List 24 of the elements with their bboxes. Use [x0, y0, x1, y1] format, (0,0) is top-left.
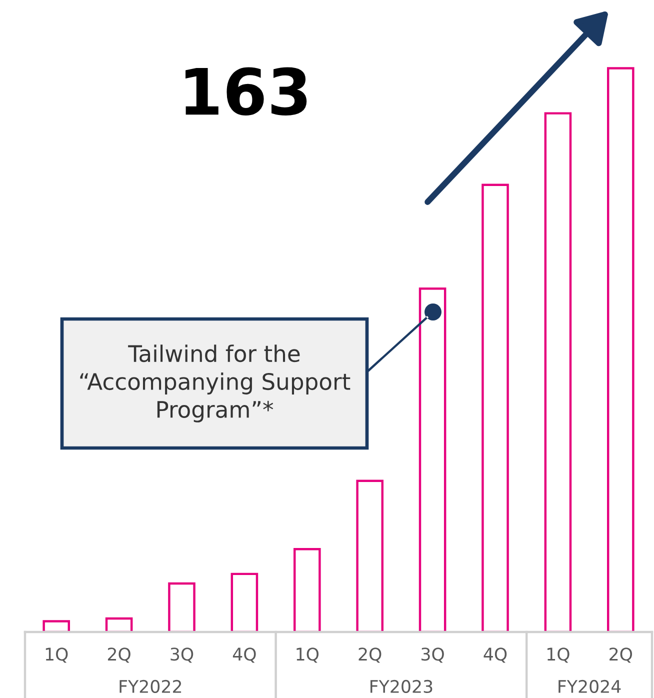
annotation: Tailwind for the “Accompanying Support Program”* [80, 344, 350, 422]
x-tick-label: 2Q [108, 648, 130, 663]
bar [607, 67, 634, 632]
x-tick-label: 4Q [232, 648, 256, 663]
x-tick-label: 3Q [422, 648, 444, 663]
bar [230, 572, 258, 632]
bar [42, 620, 70, 632]
text: FY2022 [120, 680, 182, 694]
x-tick-label: 4Q [484, 648, 507, 663]
bar [168, 582, 196, 632]
text: FY2024 [558, 680, 621, 694]
bar [356, 480, 384, 632]
text: FY2023 [370, 680, 432, 694]
bar [544, 112, 572, 632]
x-tick-label: 1Q [548, 648, 570, 663]
x-tick-label: 2Q [358, 648, 382, 663]
bar [482, 184, 509, 632]
x-tick-label: 1Q [296, 648, 319, 663]
x-tick-label: 2Q [610, 648, 632, 663]
x-tick-label: 1Q [46, 648, 68, 663]
bar [105, 617, 133, 632]
annotation: 163 [186, 67, 307, 116]
bar [294, 548, 321, 632]
x-tick-label: 3Q [170, 648, 194, 663]
